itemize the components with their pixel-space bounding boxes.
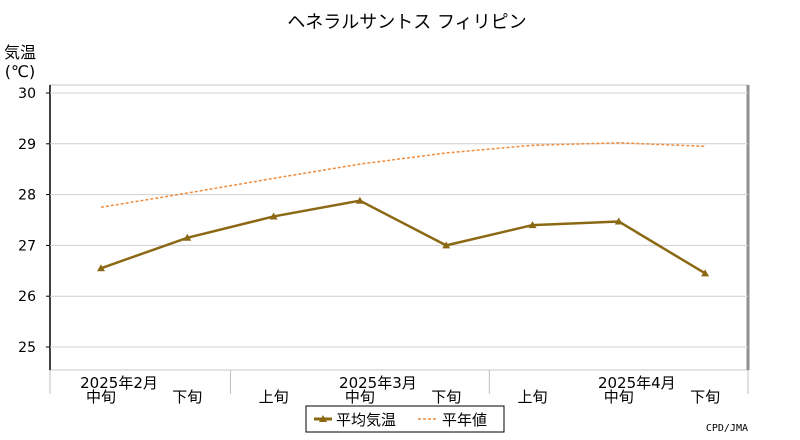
series-line-normal [100, 142, 706, 209]
y-axis-ticks: 25 26 27 28 29 30 [18, 86, 50, 356]
data-point-average-0 [97, 264, 105, 272]
month-label-2: 2025年4月 [598, 374, 676, 392]
credit-text: CPD/JMA [706, 423, 748, 434]
series-layer [97, 142, 710, 277]
plot-border [49, 84, 749, 371]
month-label-1: 2025年3月 [339, 374, 417, 392]
data-point-average-2 [269, 212, 278, 220]
x-axis-labels: 中旬 下旬 上旬 中旬 下旬 上旬 中旬 下旬 2025年2月 2025年3月 2025年4月 [49, 370, 749, 406]
data-point-average-4 [442, 241, 451, 249]
x-tick-label-6: 中旬 [604, 388, 634, 406]
data-point-average-3 [355, 196, 364, 204]
month-label-0: 2025年2月 [80, 374, 158, 392]
data-point-average-5 [528, 221, 537, 229]
data-point-average-6 [614, 217, 623, 225]
x-tick-label-5: 上旬 [517, 388, 547, 406]
x-tick-label-0: 中旬 [86, 388, 116, 406]
legend-box [305, 405, 505, 433]
legend: 平均気温 平年値 [305, 405, 505, 433]
data-point-average-1 [183, 233, 192, 241]
y-tick-label-1: 26 [18, 289, 36, 305]
chart-title: ヘネラルサントス フィリピン [287, 12, 526, 33]
legend-marker-avg [319, 415, 327, 422]
legend-label-normal: 平年値 [442, 411, 487, 429]
x-tick-label-2: 上旬 [259, 388, 289, 406]
x-tick-label-1: 下旬 [172, 388, 202, 406]
y-tick-label-0: 25 [18, 340, 36, 356]
y-tick-label-3: 28 [18, 188, 36, 204]
x-tick-label-4: 下旬 [431, 388, 461, 406]
x-tick-label-7: 下旬 [690, 388, 720, 406]
data-point-average-7 [701, 269, 710, 277]
plot-area [49, 84, 750, 371]
y-axis-unit: (℃) [5, 62, 35, 81]
x-tick-label-3: 中旬 [345, 388, 375, 406]
series-line-average [100, 199, 706, 275]
y-tick-label-5: 30 [18, 86, 36, 102]
y-tick-label-2: 27 [18, 238, 36, 254]
legend-label-avg: 平均気温 [336, 411, 396, 429]
y-axis-label: 気温 [4, 43, 36, 62]
y-tick-label-4: 29 [18, 137, 36, 153]
